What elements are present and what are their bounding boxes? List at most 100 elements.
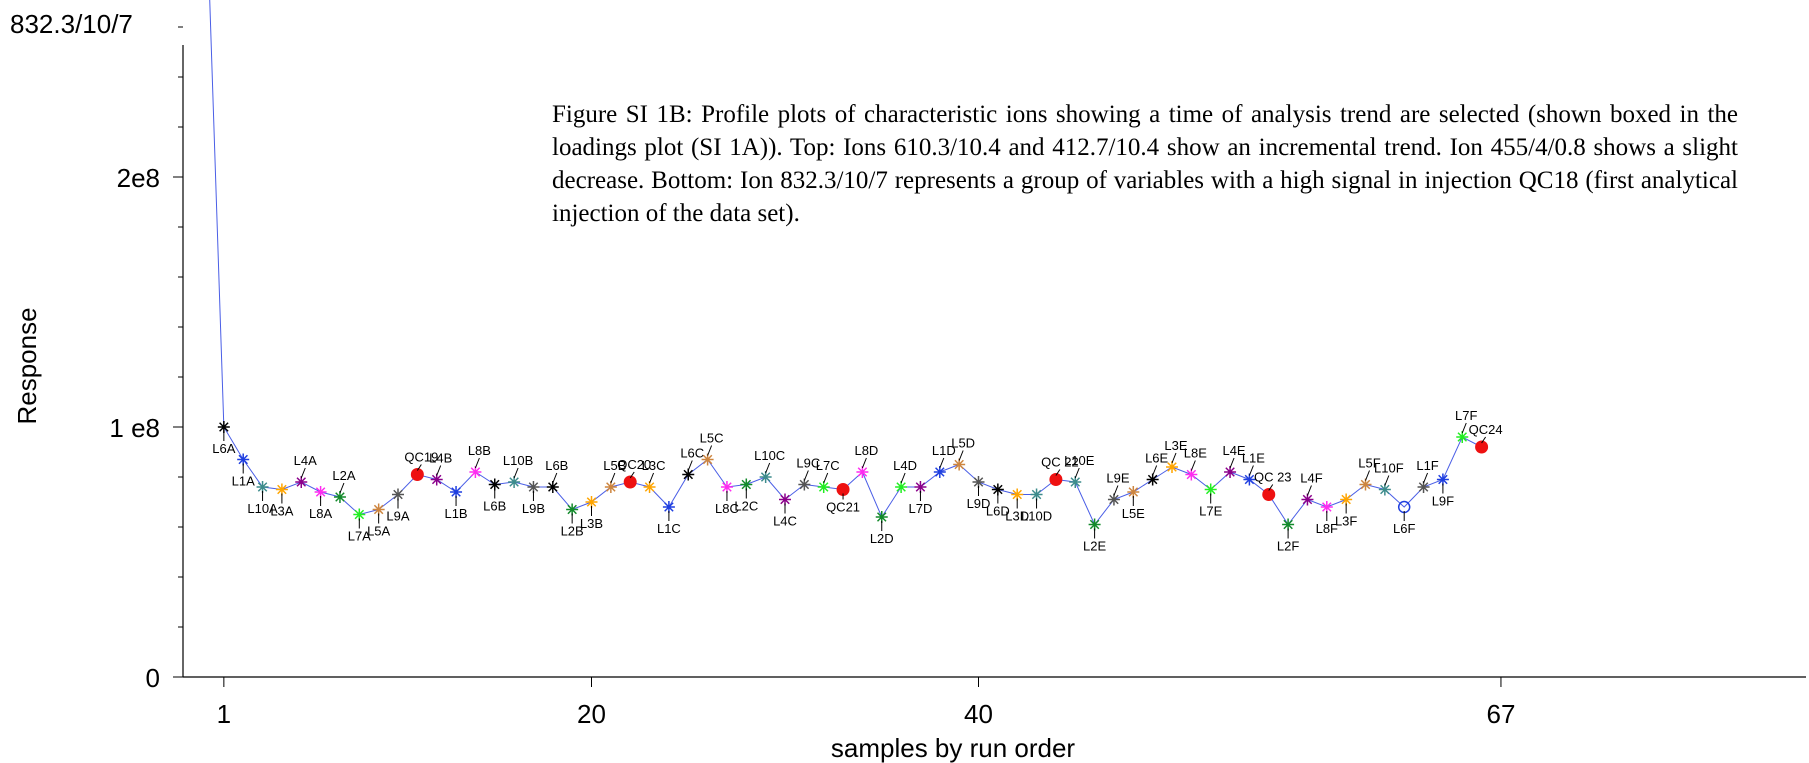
label-leader	[1365, 470, 1370, 481]
point-label: L5D	[951, 436, 975, 451]
data-point	[469, 466, 482, 478]
data-point	[217, 421, 230, 433]
point-label: L10A	[247, 501, 278, 516]
point-label: QC19	[404, 450, 438, 465]
point-label: L8C	[715, 501, 739, 516]
point-label: L3B	[580, 516, 603, 531]
label-leader	[339, 482, 345, 494]
label-leader	[803, 470, 809, 481]
label-leader	[1268, 484, 1274, 491]
label-leader	[1423, 472, 1429, 484]
data-point	[740, 478, 753, 491]
point-label: QC24	[1469, 422, 1503, 437]
point-label: L7F	[1455, 408, 1477, 423]
label-leader	[823, 472, 829, 484]
point-label: L5E	[1122, 506, 1145, 521]
point-label: L9E	[1106, 471, 1129, 486]
point-label: L10E	[1064, 453, 1095, 468]
point-label: L3F	[1335, 514, 1357, 529]
point-label: QC 23	[1254, 470, 1292, 485]
data-point	[817, 481, 830, 493]
point-label: L7A	[348, 529, 371, 544]
data-point	[623, 475, 637, 489]
point-label: L10B	[503, 453, 533, 468]
data-point	[972, 476, 985, 488]
point-label: L5B	[603, 458, 626, 473]
y-tick-label: 0	[146, 663, 160, 693]
data-point	[1069, 476, 1082, 488]
data-point	[566, 503, 579, 516]
point-label: L2C	[734, 499, 758, 514]
data-point	[875, 511, 888, 523]
data-point	[1301, 493, 1314, 506]
data-point	[643, 481, 656, 493]
data-point	[1243, 473, 1256, 486]
point-label: L6E	[1145, 451, 1168, 466]
point-label: L9D	[967, 496, 991, 511]
point-label: L4B	[429, 451, 452, 466]
point-label: L8E	[1184, 446, 1207, 461]
point-label: L1D	[932, 443, 956, 458]
point-label: L4C	[773, 514, 797, 529]
label-leader	[1461, 422, 1467, 434]
label-leader	[1074, 467, 1080, 479]
data-point	[1030, 488, 1043, 501]
label-leader	[552, 472, 558, 484]
data-point	[1146, 473, 1159, 486]
point-label: L4A	[294, 453, 317, 468]
y-ticks: 01 e82e83e8	[109, 26, 183, 693]
point-label: L8D	[854, 443, 878, 458]
point-label: L8F	[1316, 521, 1338, 536]
point-label: L3D	[1005, 509, 1029, 524]
point-label: L3A	[270, 504, 293, 519]
data-point	[914, 481, 927, 493]
label-leader	[629, 471, 635, 479]
label-leader	[707, 445, 713, 456]
label-leader	[1152, 465, 1158, 476]
data-point	[604, 481, 617, 493]
data-point	[508, 476, 521, 488]
point-label: L9B	[522, 501, 545, 516]
point-label: L6A	[212, 441, 235, 456]
data-point	[1166, 461, 1178, 473]
label-leader	[416, 464, 422, 471]
point-label: L9A	[386, 509, 409, 524]
data-point	[1127, 486, 1140, 498]
y-tick-label: 1 e8	[109, 413, 160, 443]
label-leader	[610, 472, 616, 484]
label-leader	[300, 467, 306, 479]
point-label: L7C	[816, 458, 840, 473]
point-label: L9C	[796, 456, 820, 471]
data-point	[1282, 518, 1295, 531]
chart-title: 832.3/10/7	[10, 9, 133, 39]
data-point	[585, 496, 598, 508]
data-point	[662, 501, 675, 513]
data-point	[488, 478, 501, 491]
figure-caption: Figure SI 1B: Profile plots of character…	[552, 101, 1738, 227]
point-label: L2F	[1277, 539, 1299, 554]
data-point	[836, 483, 850, 496]
label-leader	[649, 472, 655, 484]
data-point	[953, 458, 966, 471]
point-label: L10D	[1021, 509, 1052, 524]
point-label: L10F	[1374, 461, 1404, 476]
point-label: L1C	[657, 521, 681, 536]
label-leader	[900, 472, 906, 484]
data-point	[720, 481, 733, 493]
x-tick-label: 20	[577, 699, 606, 729]
data-point	[933, 466, 946, 478]
data-point	[1049, 473, 1063, 486]
data-point	[546, 481, 559, 493]
data-point	[333, 491, 346, 503]
data-point	[779, 493, 791, 506]
label-leader	[436, 465, 442, 476]
data-point	[1262, 488, 1276, 501]
data-point	[701, 453, 714, 466]
point-label: L7D	[909, 501, 933, 516]
label-leader	[1055, 469, 1061, 476]
data-point	[314, 486, 327, 498]
data-point	[1185, 468, 1198, 481]
point-label: L6B	[483, 499, 506, 514]
point-label: L6B	[545, 458, 568, 473]
